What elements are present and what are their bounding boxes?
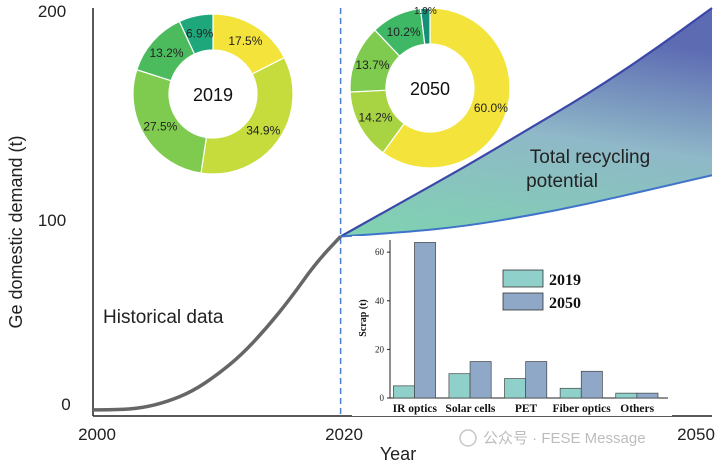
- bar-pet-2050: [525, 361, 548, 399]
- legend-swatch-2050: [502, 292, 544, 311]
- inset-y-tick-2: 40: [375, 296, 385, 306]
- y-axis-label: Ge domestic demand (t): [6, 135, 26, 328]
- y-tick-100: 100: [38, 211, 66, 230]
- donut-2019-center-label: 2019: [193, 85, 233, 105]
- donut-2050-slice-label-3: 10.2%: [387, 25, 421, 39]
- y-tick-0: 0: [61, 395, 70, 414]
- donut-2050-slice-label-4: 1.9%: [414, 6, 437, 17]
- donut-2019-slice-label-0: 17.5%: [228, 34, 262, 48]
- donut-2019-slice-label-2: 27.5%: [143, 120, 177, 134]
- donut-chart-2050: 2050 60.0% 14.2% 13.7% 10.2% 1.9%: [349, 6, 511, 169]
- donut-2019-slice-label-3: 13.2%: [149, 46, 183, 60]
- recycling-label-first-line: Total recycling: [530, 147, 650, 168]
- donut-chart-2019: 2019 17.5% 34.9% 27.5% 13.2%6.9%: [132, 13, 294, 175]
- donut-2050-center: [386, 44, 474, 132]
- bar-others-2050: [636, 392, 659, 399]
- historical-data-line: [92, 235, 342, 412]
- legend-label-2050: 2050: [549, 295, 581, 312]
- x-axis-label: Year: [380, 444, 416, 464]
- bar-ir-optics-2050: [414, 242, 436, 399]
- y-tick-200: 200: [38, 2, 66, 21]
- recycling-upper-line: [340, 7, 713, 238]
- recycling-potential-area: [340, 8, 712, 237]
- bar-pet-2019: [504, 378, 527, 399]
- bar-ir-optics-2019: [392, 385, 415, 399]
- bar-solar-cells-2050: [469, 361, 492, 399]
- bar-fiber-optics-2050: [580, 370, 603, 399]
- bar-solar-cells-2019: [448, 373, 471, 399]
- inset-y-tick-0: 0: [380, 393, 385, 403]
- inset-y-axis-label: Scrap (t): [358, 299, 369, 337]
- inset-category-label-1: Solar cells: [445, 403, 495, 415]
- main-chart: 200 100 0 2000 2020 2050 Year Ge domesti…: [6, 2, 715, 464]
- scrap-bar-chart: Scrap (t) 2019 2050 0 20 40 60 IR optics Sola…: [352, 236, 672, 416]
- inset-y-tick-3: 60: [375, 247, 385, 257]
- recycling-label-second-line: potential: [526, 171, 598, 192]
- donut-2019-slice-label-1: 34.9%: [246, 123, 280, 137]
- historical-data-label: Historical data: [103, 307, 224, 328]
- watermark: 公众号 · FESE Message: [483, 430, 646, 447]
- inset-y-tick-1: 20: [375, 344, 385, 354]
- inset-category-label-2: PET: [515, 403, 538, 415]
- inset-category-label-0: IR optics: [393, 403, 438, 415]
- donut-2050-center-label: 2050: [410, 79, 450, 99]
- recycling-lower-line: [340, 174, 713, 238]
- recycling-potential-label-line1: Total recycling: [530, 147, 650, 168]
- bar-fiber-optics-2019: [559, 387, 582, 399]
- donut-2019-center: [169, 50, 257, 138]
- x-tick-2000: 2000: [78, 425, 116, 444]
- inset-category-label-3: Fiber optics: [552, 403, 611, 415]
- donut-2050-slice-label-0: 60.0%: [474, 101, 508, 115]
- x-tick-2020: 2020: [325, 425, 363, 444]
- donut-2050-slice-label-1: 14.2%: [358, 111, 392, 125]
- donut-2050-slice-label-2: 13.7%: [355, 58, 389, 72]
- legend-label-2019: 2019: [549, 272, 581, 289]
- legend-swatch-2019: [502, 269, 544, 288]
- bar-others-2019: [615, 392, 638, 399]
- inset-category-label-4: Others: [620, 403, 654, 415]
- donut-2019-slice-label-4: 6.9%: [186, 26, 214, 40]
- watermark-wechat-icon: [459, 429, 477, 447]
- x-tick-2050: 2050: [677, 425, 715, 444]
- recycling-potential-label-line2: potential: [526, 171, 598, 192]
